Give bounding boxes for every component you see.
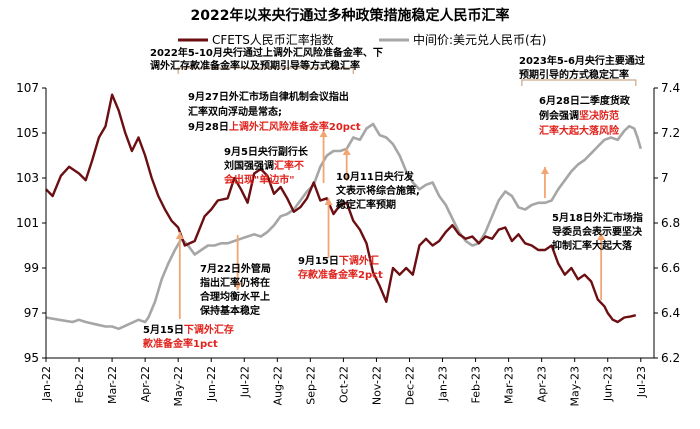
left-tick-label: 107 [16,81,39,95]
series-layer [45,93,643,331]
series-line-1 [45,122,643,331]
x-tick-label: May-23 [569,366,582,407]
annotation-highlight: 上调外汇风险准备金率20pct [229,120,361,133]
annotation-line: 7月22日外管局 [200,262,271,275]
annotation-6: 5月15日下调外汇存款准备金率1pct [143,323,234,350]
x-tick-label: Jul-23 [635,366,648,398]
right-tick-label: 6.6 [661,261,680,275]
annotation-line: 5月18日外汇市场指 [552,211,643,224]
x-tick-label: May-22 [172,366,185,407]
annotation-line: 刘国强强调 [224,159,274,172]
series-line-0 [45,93,637,324]
right-tick-label: 6.2 [661,351,680,365]
annotation-highlight: 存款准备金率2pct [298,268,383,281]
annotation-line: 调外汇存款准备金率以及预期引导等方式稳汇率 [150,59,360,72]
annotation-line: 指出汇率仍将在 [200,276,270,289]
annotation-line: 稳定汇率预期 [336,198,396,211]
x-tick-label: Mar-23 [503,366,516,404]
x-tick-label: Dec-22 [403,366,416,405]
annotation-3: 10月11日央行发文表示将综合施策,稳定汇率预期 [336,170,420,211]
right-tick-label: 6.8 [661,216,680,230]
annotation-highlight: 会出现"单边市" [224,173,294,186]
annotation-line: 2022年5-10月央行通过上调外汇风险准备金率、下 [150,46,383,59]
annotations: 2022年5-10月央行通过上调外汇风险准备金率、下调外汇存款准备金率以及预期引… [143,46,645,350]
annotation-line: 9月5日央行副行长 [224,145,309,158]
arrowhead-4 [342,148,351,155]
arrowhead-2 [319,130,328,137]
x-tick-label: Jun-22 [205,366,218,402]
legend-label-1: 中间价:美元兑人民币(右) [413,32,546,47]
annotation-line: 6月28日二季度货政 [539,94,631,107]
x-tick-label: Jan-23 [437,366,450,402]
annotation-line: 导委员会表示要坚决 [552,225,643,238]
annotation-line: 文表示将综合施策, [336,184,420,197]
annotation-line: 预期引导的方式稳定汇率 [519,68,629,81]
right-tick-label: 6.4 [661,306,680,320]
annotation-line: 合理均衡水平上 [199,290,270,303]
annotation-highlight: 下调外汇存 [184,323,234,336]
annotation-4: 7月22日外管局指出汇率仍将在合理均衡水平上保持基本稳定 [199,262,271,317]
bracket-0 [177,67,354,74]
annotation-5: 9月15日下调外汇存款准备金率2pct [298,254,383,281]
x-tick-label: Sep-22 [304,366,317,405]
annotation-8: 6月28日二季度货政例会强调坚决防范汇率大起大落风险 [539,94,631,137]
legend-label-0: CFETS人民币汇率指数 [212,32,334,47]
legend: CFETS人民币汇率指数 中间价:美元兑人民币(右) [178,32,546,47]
annotation-line: 2023年5-6月央行主要通过 [519,54,645,67]
annotation-highlight: 汇率不 [274,159,304,172]
annotation-brackets [177,67,637,86]
x-tick-label: Feb-23 [470,366,483,403]
left-tick-label: 95 [24,351,39,365]
bracket-1 [521,79,637,86]
annotation-line: 例会强调 [539,109,579,122]
annotation-highlight: 汇率大起大落风险 [539,124,620,137]
x-tick-label: Mar-22 [106,366,119,404]
annotation-line: 保持基本稳定 [199,304,260,317]
left-tick-label: 105 [16,126,39,140]
annotation-9: 5月18日外汇市场指导委员会表示要坚决抑制汇率大起大落 [552,211,643,252]
x-tick-label: Apr-22 [139,366,152,402]
x-tick-label: Feb-22 [73,366,86,403]
right-tick-label: 7.2 [661,126,680,140]
arrowhead-3 [324,198,333,205]
arrowhead-5 [540,167,549,174]
x-tick-label: Aug-22 [271,366,284,405]
annotation-2: 9月5日央行副行长刘国强强调汇率不会出现"单边市" [224,145,309,186]
x-tick-label: Nov-22 [370,366,383,405]
right-tick-label: 7 [661,171,669,185]
annotation-highlight: 款准备金率1pct [143,337,218,350]
x-tick-label: Oct-22 [337,366,350,403]
annotation-line: 9月15日 [298,255,339,267]
left-tick-label: 103 [16,171,39,185]
x-tick-label: Jun-23 [602,366,615,402]
x-tick-label: Jul-22 [238,366,251,398]
annotation-1: 9月27日外汇市场自律机制会议指出汇率双向浮动是常态; 9月28日上调外汇风险准备… [188,90,361,133]
left-tick-label: 101 [16,216,39,230]
annotation-line: 汇率双向浮动是常态; [188,105,282,118]
arrowhead-0 [175,232,184,239]
annotation-line: 9月28日 [188,121,229,133]
annotation-7: 2023年5-6月央行主要通过预期引导的方式稳定汇率 [519,54,645,81]
annotation-0: 2022年5-10月央行通过上调外汇风险准备金率、下调外汇存款准备金率以及预期引… [150,46,383,72]
annotation-line: 抑制汇率大起大落 [552,239,633,252]
left-tick-label: 99 [24,261,39,275]
annotation-arrows [175,130,606,319]
left-tick-label: 97 [24,306,39,320]
x-tick-label: Jan-22 [40,366,53,402]
x-tick-label: Apr-23 [536,366,549,402]
annotation-line: 5月15日 [143,324,184,336]
chart-title: 2022年以来央行通过多种政策措施稳定人民币汇率 [191,7,510,24]
arrowhead-6 [597,233,606,240]
annotation-line: 9月27日外汇市场自律机制会议指出 [188,90,349,103]
annotation-highlight: 坚决防范 [579,109,619,122]
right-tick-label: 7.4 [661,81,680,95]
axes: 95 97 99 101 103 105 107 6.2 6.4 6.6 6.8 7 7.2 7.4 Jan… [16,81,680,407]
annotation-line: 10月11日央行发 [336,170,415,183]
arrowhead-1 [233,283,242,290]
annotation-highlight: 下调外汇 [339,254,379,267]
